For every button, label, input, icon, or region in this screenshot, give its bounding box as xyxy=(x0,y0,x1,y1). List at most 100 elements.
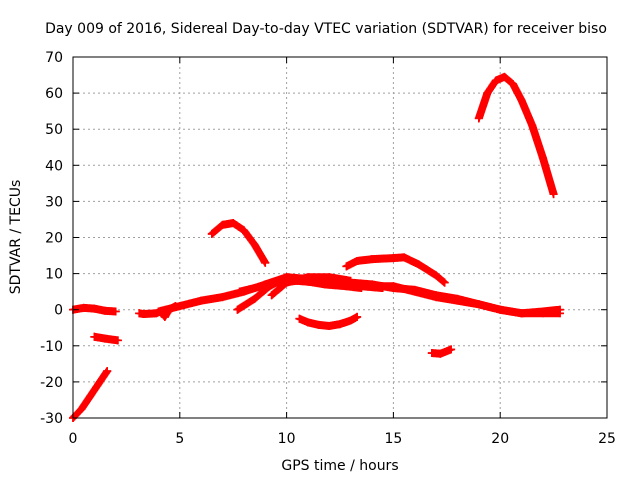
x-tick-label: 20 xyxy=(491,431,509,447)
data-point xyxy=(496,305,505,314)
data-point xyxy=(353,256,362,265)
data-point xyxy=(77,404,86,413)
data-point xyxy=(250,294,259,303)
data-point xyxy=(549,190,558,199)
data-point xyxy=(436,349,445,358)
data-point xyxy=(474,114,483,123)
data-point xyxy=(101,306,110,315)
data-point xyxy=(427,349,436,358)
data-point xyxy=(410,285,419,294)
x-tick-label: 25 xyxy=(598,431,616,447)
data-point xyxy=(265,282,274,291)
data-point xyxy=(303,318,312,327)
data-point xyxy=(261,258,270,267)
data-point xyxy=(432,271,441,280)
series-arc-peak-64 xyxy=(474,72,558,199)
x-axis-label: GPS time / hours xyxy=(281,458,398,474)
data-point xyxy=(103,367,112,376)
data-point xyxy=(267,291,276,300)
y-tick-label: -10 xyxy=(40,339,63,355)
series-arc-minus4 xyxy=(295,312,362,330)
data-point xyxy=(218,293,227,302)
y-tick-label: 50 xyxy=(45,122,63,138)
data-point xyxy=(400,253,409,262)
data-point xyxy=(86,392,95,401)
x-tick-label: 0 xyxy=(69,431,78,447)
y-tick-label: 60 xyxy=(45,86,63,102)
data-point xyxy=(528,121,537,130)
x-tick-label: 5 xyxy=(175,431,184,447)
data-point xyxy=(154,307,163,316)
data-point xyxy=(336,320,344,329)
series-arc-minus8 xyxy=(90,332,122,345)
data-point xyxy=(517,309,526,318)
y-tick-label: 70 xyxy=(45,50,63,66)
data-point xyxy=(250,284,259,293)
data-point xyxy=(325,321,334,330)
data-point xyxy=(295,314,304,323)
series-band xyxy=(207,219,270,267)
data-point xyxy=(207,229,216,238)
chart-title: Day 009 of 2016, Sidereal Day-to-day VTE… xyxy=(45,21,607,37)
data-point xyxy=(368,255,377,264)
x-tick-label: 10 xyxy=(278,431,296,447)
y-tick-label: 0 xyxy=(54,303,63,319)
data-point xyxy=(94,379,103,388)
data-point xyxy=(346,316,355,325)
data-point xyxy=(90,304,99,313)
data-point xyxy=(229,219,238,228)
data-point xyxy=(90,332,99,341)
data-point xyxy=(111,307,120,316)
series-band xyxy=(346,278,565,318)
data-point xyxy=(342,262,351,271)
series-arc-24 xyxy=(207,219,270,267)
data-point xyxy=(197,296,206,305)
data-point xyxy=(314,320,323,329)
data-point xyxy=(303,273,312,282)
data-point xyxy=(389,254,398,263)
data-point xyxy=(101,334,110,343)
data-point xyxy=(538,309,547,318)
data-point xyxy=(282,278,291,287)
data-point xyxy=(415,260,424,269)
data-point xyxy=(491,76,500,85)
data-point xyxy=(325,273,334,282)
data-point xyxy=(538,154,547,163)
series-arc-after-14 xyxy=(346,278,565,318)
series-arc-rising-from-minus30 xyxy=(69,367,112,422)
data-point xyxy=(483,89,492,98)
data-point xyxy=(235,287,244,296)
data-point xyxy=(447,345,456,354)
y-axis-label: SDTVAR / TECUs xyxy=(8,180,24,295)
series-arc-minus12 xyxy=(427,345,456,358)
y-tick-label: 30 xyxy=(45,194,63,210)
x-tick-label: 15 xyxy=(384,431,402,447)
data-point xyxy=(346,278,355,287)
data-point xyxy=(432,291,441,300)
data-point xyxy=(239,226,248,235)
data-point xyxy=(440,278,449,287)
data-point xyxy=(175,302,184,311)
y-tick-label: -20 xyxy=(40,375,63,391)
data-point xyxy=(321,280,330,289)
data-point xyxy=(368,280,377,289)
data-point xyxy=(233,305,242,314)
data-point xyxy=(160,312,169,321)
series-layer xyxy=(69,72,565,422)
data-point xyxy=(389,284,398,293)
data-point xyxy=(79,303,88,312)
data-point xyxy=(453,294,462,303)
data-point xyxy=(509,80,518,89)
y-tick-label: 20 xyxy=(45,231,63,247)
data-point xyxy=(113,336,122,345)
y-tick-label: -30 xyxy=(40,411,63,427)
data-point xyxy=(517,96,526,105)
data-point xyxy=(474,300,483,309)
data-point xyxy=(139,310,148,319)
data-point xyxy=(556,309,565,318)
series-arc-14 xyxy=(342,253,449,287)
y-tick-label: 10 xyxy=(45,267,63,283)
data-point xyxy=(353,312,362,321)
axis-ticks: 0 5 10 15 20 25 -30 -20 -10 0 10 20 30 40 50 60 70 xyxy=(40,50,616,447)
